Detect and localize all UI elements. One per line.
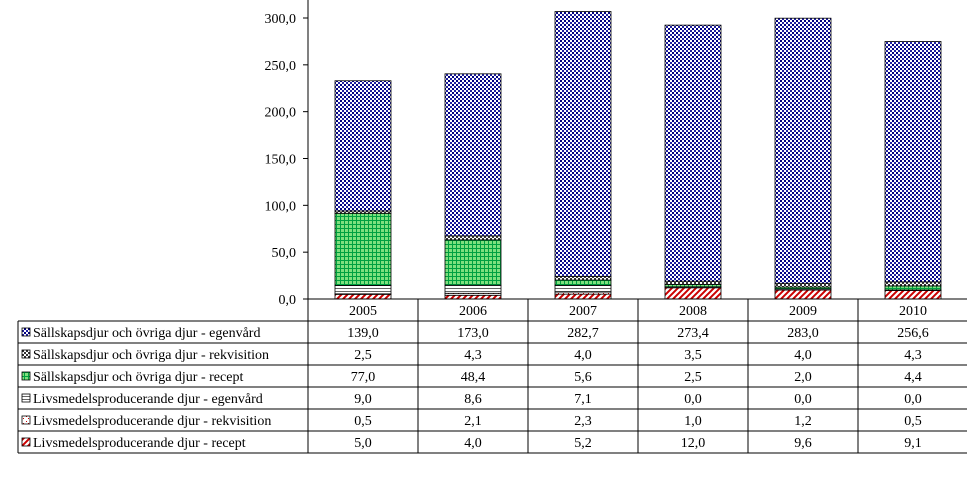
- legend-key: [21, 349, 31, 359]
- bar-segment: [444, 284, 502, 294]
- bar-segment: [884, 290, 942, 300]
- x-category-label: 2010: [899, 304, 927, 319]
- x-category-label: 2008: [679, 304, 707, 319]
- data-value-label: 2,1: [464, 414, 482, 429]
- data-value-label: 139,0: [347, 326, 379, 341]
- data-value-label: 9,0: [354, 392, 372, 407]
- y-tick-label: 200,0: [265, 106, 297, 121]
- data-value-label: 12,0: [681, 436, 706, 451]
- bar-segment: [444, 235, 502, 241]
- data-table: 2005 2006 2007 2008 2009 2010 Sällskapsdjur oc…: [17, 298, 967, 454]
- legend-key: [21, 415, 31, 425]
- data-value-label: 4,3: [904, 348, 922, 363]
- y-tick-label: 0,0: [279, 293, 297, 308]
- data-value-label: 2,5: [684, 370, 702, 385]
- legend-entry: Livsmedelsproducerande djur - rekvisitio…: [33, 414, 271, 429]
- data-value-label: 0,0: [904, 392, 922, 407]
- data-value-label: 4,3: [464, 348, 482, 363]
- data-value-label: 5,0: [354, 436, 372, 451]
- bar-segment: [334, 285, 392, 295]
- data-value-label: 2,5: [354, 348, 372, 363]
- data-value-label: 2,3: [574, 414, 592, 429]
- data-value-label: 9,6: [794, 436, 812, 451]
- bar-segment: [774, 282, 832, 288]
- legend-entry: Sällskapsdjur och övriga djur - egenvård: [33, 326, 260, 341]
- y-tick-label: 50,0: [272, 246, 297, 261]
- bar-segment: [554, 275, 612, 281]
- y-axis: 0,0 50,0 100,0 150,0 200,0 250,0 300,0: [265, 0, 309, 308]
- bar-segment: [664, 280, 722, 285]
- data-value-label: 4,4: [904, 370, 922, 385]
- bar-segment: [334, 212, 392, 286]
- legend-key: [21, 371, 31, 381]
- x-category-label: 2005: [349, 304, 377, 319]
- data-value-label: 77,0: [351, 370, 376, 385]
- data-value-label: 3,5: [684, 348, 702, 363]
- data-value-label: 9,1: [904, 436, 922, 451]
- data-value-label: 256,6: [897, 326, 929, 341]
- data-value-label: 48,4: [461, 370, 486, 385]
- legend-entry: Sällskapsdjur och övriga djur - rekvisit…: [33, 348, 269, 363]
- bar-segment: [554, 293, 612, 300]
- bars-layer: [334, 11, 942, 300]
- bar-segment: [774, 17, 832, 284]
- bar-segment: [334, 293, 392, 300]
- y-tick-label: 250,0: [265, 59, 297, 74]
- bar-segment: [554, 279, 612, 286]
- data-value-label: 1,2: [794, 414, 812, 429]
- data-value-label: 4,0: [574, 348, 592, 363]
- legend-entry: Sällskapsdjur och övriga djur - recept: [33, 370, 243, 385]
- x-category-label: 2007: [569, 304, 597, 319]
- bar-segment: [444, 73, 502, 237]
- y-tick-label: 300,0: [265, 12, 297, 27]
- data-value-label: 283,0: [787, 326, 819, 341]
- data-value-label: 4,0: [794, 348, 812, 363]
- data-value-label: 273,4: [677, 326, 709, 341]
- data-value-label: 5,6: [574, 370, 592, 385]
- data-value-label: 0,5: [354, 414, 372, 429]
- data-value-label: 0,0: [794, 392, 812, 407]
- y-tick-label: 100,0: [265, 199, 297, 214]
- bar-segment: [334, 80, 392, 212]
- legend-key: [21, 437, 31, 447]
- x-category-label: 2009: [789, 304, 817, 319]
- legend-key: [21, 327, 31, 337]
- bar-segment: [774, 289, 832, 300]
- bar-segment: [554, 11, 612, 277]
- data-value-label: 282,7: [567, 326, 599, 341]
- data-value-label: 1,0: [684, 414, 702, 429]
- data-value-label: 2,0: [794, 370, 812, 385]
- data-value-label: 0,5: [904, 414, 922, 429]
- data-value-label: 8,6: [464, 392, 482, 407]
- bar-segment: [884, 285, 942, 291]
- data-value-label: 5,2: [574, 436, 592, 451]
- bar-segment: [444, 239, 502, 286]
- data-value-label: 7,1: [574, 392, 592, 407]
- legend-entry: Livsmedelsproducerande djur - recept: [33, 436, 246, 451]
- legend-key: [21, 393, 31, 403]
- bar-segment: [664, 24, 722, 282]
- data-value-label: 4,0: [464, 436, 482, 451]
- bar-segment: [444, 294, 502, 300]
- data-value-label: 0,0: [684, 392, 702, 407]
- bar-segment: [884, 281, 942, 287]
- legend-entry: Livsmedelsproducerande djur - egenvård: [33, 392, 263, 407]
- x-category-label: 2006: [459, 304, 487, 319]
- bar-segment: [554, 284, 612, 293]
- bar-segment: [664, 287, 722, 300]
- bar-segment: [884, 41, 942, 283]
- data-value-label: 173,0: [457, 326, 489, 341]
- y-tick-label: 150,0: [265, 153, 297, 168]
